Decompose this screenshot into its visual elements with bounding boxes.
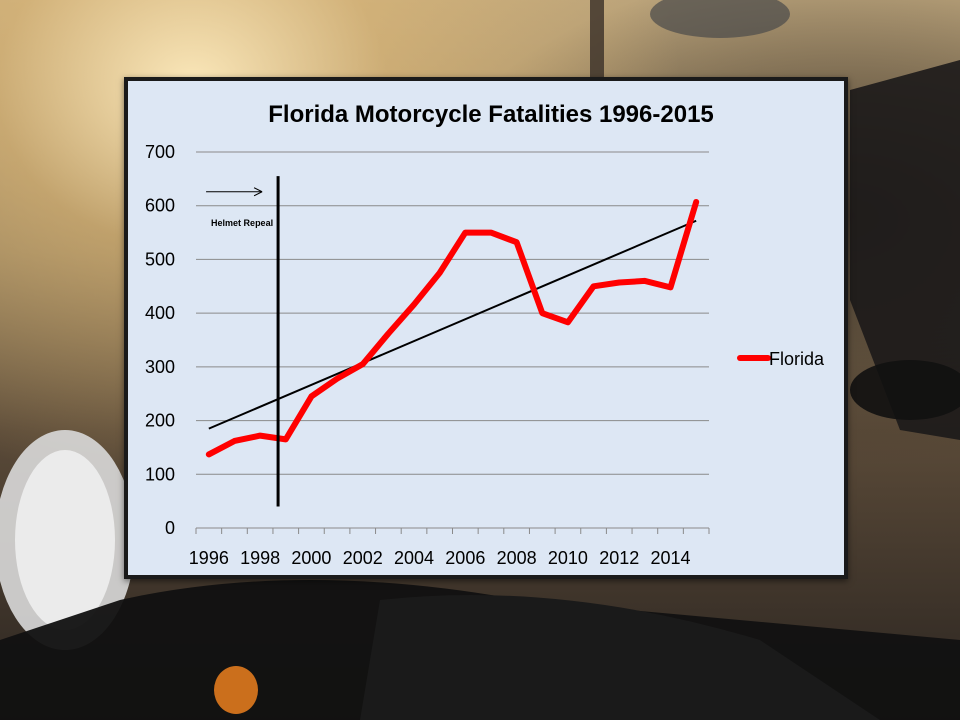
x-tick-label-2000: 2000 (291, 548, 331, 568)
helmet-repeal-arrowhead (253, 187, 263, 197)
x-tick-label-2012: 2012 (599, 548, 639, 568)
y-axis-ticks: 0 100 200 300 400 500 600 700 (145, 142, 175, 538)
series-line-florida (205, 198, 700, 458)
line-chart: Florida Motorcycle Fatalities 1996-2015 … (145, 101, 825, 568)
x-tick-label-2010: 2010 (548, 548, 588, 568)
x-tick-label-2014: 2014 (651, 548, 691, 568)
y-tick-label-500: 500 (145, 249, 175, 269)
x-axis-ticks: 1996 1998 2000 2002 2004 2006 2008 2010 2012 2014 (189, 528, 710, 568)
helmet-repeal-label: Helmet Repeal (211, 218, 273, 228)
annotations: Helmet Repeal (206, 176, 280, 507)
chart-panel: Florida Motorcycle Fatalities 1996-2015 … (124, 77, 848, 579)
series-lines (205, 198, 700, 458)
y-tick-label-400: 400 (145, 303, 175, 323)
grid-lines (196, 151, 709, 475)
x-tick-label-2002: 2002 (343, 548, 383, 568)
y-tick-label-700: 700 (145, 142, 175, 162)
y-tick-label-0: 0 (165, 518, 175, 538)
y-tick-label-200: 200 (145, 411, 175, 431)
legend-label-florida: Florida (769, 349, 825, 369)
chart-title: Florida Motorcycle Fatalities 1996-2015 (268, 101, 714, 128)
x-tick-label-1996: 1996 (189, 548, 229, 568)
linear-trendline (208, 219, 697, 430)
y-tick-label-100: 100 (145, 464, 175, 484)
y-tick-label-600: 600 (145, 196, 175, 216)
y-tick-label-300: 300 (145, 357, 175, 377)
x-tick-label-2006: 2006 (445, 548, 485, 568)
legend: Florida (737, 349, 825, 369)
x-tick-label-2004: 2004 (394, 548, 434, 568)
x-tick-label-2008: 2008 (497, 548, 537, 568)
x-tick-label-1998: 1998 (240, 548, 280, 568)
trendline (208, 219, 697, 430)
